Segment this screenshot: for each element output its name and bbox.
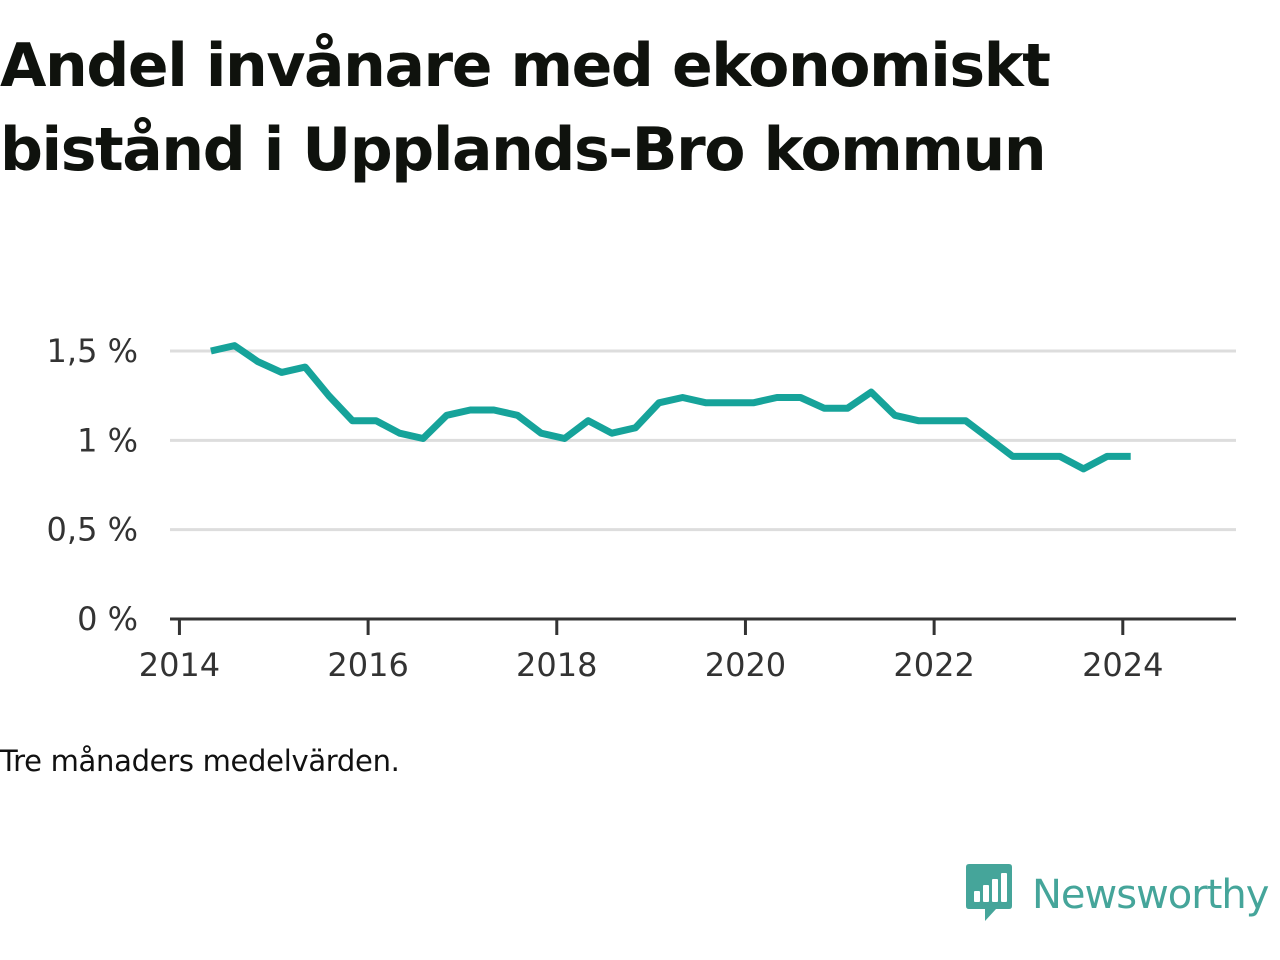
y-tick-label: 1,5 % [47,332,138,370]
chart-footnote: Tre månaders medelvärden. [0,744,400,778]
x-tick-label: 2024 [1082,646,1163,684]
brand-name: Newsworthy [1032,872,1269,918]
x-axis [170,617,1236,635]
x-tick-label: 2018 [516,646,597,684]
tick-labels: 0 % 0,5 % 1 % 1,5 % 2014 2016 2018 2020 2022 2024 [47,332,1164,684]
newsworthy-logo[interactable]: Newsworthy [964,862,1269,928]
line-chart: 0 % 0,5 % 1 % 1,5 % 2014 2016 2018 2020 2022 2024 [47,332,1236,684]
x-tick-label: 2022 [893,646,974,684]
series-line [210,342,1131,473]
chart-title: Andel invånare med ekonomiskt bistånd i … [0,31,1051,185]
x-tick-label: 2014 [139,646,220,684]
y-tick-label: 0 % [77,600,138,638]
gridlines [170,349,1236,532]
x-tick-label: 2016 [327,646,408,684]
x-tick-label: 2020 [705,646,786,684]
newsworthy-logo-icon [964,862,1014,928]
series-layer [210,342,1131,473]
y-tick-label: 1 % [77,421,138,459]
y-tick-label: 0,5 % [47,511,138,549]
